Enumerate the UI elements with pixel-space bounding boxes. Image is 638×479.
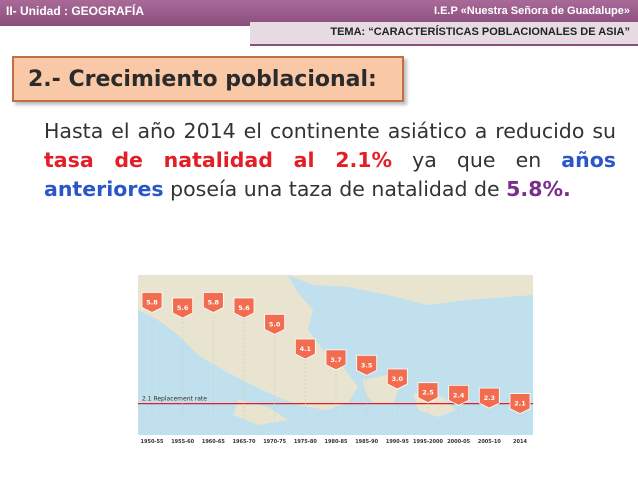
x-tick-label: 1965-70 [233, 439, 256, 445]
data-label: 5.0 [269, 320, 281, 328]
map-land-north [288, 275, 533, 305]
topic-label: TEMA: “CARACTERÍSTICAS POBLACIONALES DE … [330, 26, 630, 38]
data-point-marker [325, 349, 347, 371]
chart-markers: 5.8 5.6 5.8 5.6 5.0 4.1 3.7 3.5 3.0 2.5 2.4 2.3 2.1 [141, 292, 531, 420]
data-label: 5.8 [146, 298, 158, 306]
data-point: 3.7 [325, 349, 347, 420]
chart-x-ticks: 1950-55 1955-60 1960-65 1965-70 1970-75 1975-… [141, 439, 528, 445]
data-label: 5.6 [238, 304, 250, 312]
x-tick-label: 1955-60 [171, 439, 194, 445]
replacement-rate-label: 2.1 Replacement rate [142, 396, 207, 403]
data-point: 5.8 [202, 292, 224, 420]
x-tick-label: 1960-65 [202, 439, 225, 445]
data-point-marker [264, 313, 286, 335]
data-label: 3.0 [392, 375, 404, 383]
x-tick-label: 1990-95 [386, 439, 409, 445]
x-tick-label: 2005-10 [478, 439, 501, 445]
fertility-chart: 2.1 Replacement rate 5.8 5.6 5.8 5.6 5.0 4.1 3… [138, 275, 533, 445]
data-point-marker [386, 368, 408, 390]
data-label: 3.5 [361, 361, 373, 369]
x-tick-label: 2014 [513, 439, 527, 445]
data-point-marker [356, 354, 378, 376]
body-text-2: ya que en [392, 148, 562, 172]
data-point-marker [202, 292, 224, 313]
data-point: 5.6 [233, 297, 255, 420]
data-point-marker [233, 297, 255, 319]
body-text-3: poseía una taza de natalidad de [163, 177, 507, 201]
slide-title: 2.- Crecimiento poblacional: [28, 66, 377, 92]
data-point: 2.3 [478, 387, 500, 420]
data-point: 5.0 [264, 313, 286, 420]
highlight-old-rate: 5.8%. [506, 177, 571, 201]
data-point-marker [172, 297, 194, 319]
data-label: 3.7 [330, 356, 342, 364]
header-subband [250, 22, 638, 46]
data-point-marker [478, 387, 500, 409]
data-point-marker [141, 292, 163, 313]
x-tick-label: 1950-55 [141, 439, 164, 445]
data-label: 4.1 [300, 345, 312, 353]
x-tick-label: 1975-80 [294, 439, 317, 445]
data-point-marker [448, 385, 470, 406]
data-label: 2.5 [422, 389, 434, 397]
highlight-birth-rate: tasa de natalidad al 2.1% [44, 148, 393, 172]
body-text-1: Hasta el año 2014 el continente asiático… [44, 119, 616, 143]
slide-title-box: 2.- Crecimiento poblacional: [12, 56, 404, 102]
data-label: 5.6 [177, 304, 189, 312]
x-tick-label: 1995-2000 [413, 439, 443, 445]
data-point: 4.1 [294, 338, 316, 420]
x-tick-label: 1970-75 [263, 439, 286, 445]
unit-label: II- Unidad : GEOGRAFÍA [6, 4, 144, 18]
slide-header: II- Unidad : GEOGRAFÍA I.E.P «Nuestra Se… [0, 0, 638, 46]
x-tick-label: 1985-90 [355, 439, 378, 445]
data-point: 5.8 [141, 292, 163, 420]
body-paragraph: Hasta el año 2014 el continente asiático… [44, 117, 616, 204]
x-tick-label: 2000-05 [447, 439, 470, 445]
replacement-rate-group: 2.1 Replacement rate [138, 396, 533, 405]
map-land-island-3 [233, 400, 288, 425]
data-point: 2.5 [417, 382, 439, 420]
highlight-previous-years: años anteriores [44, 148, 617, 201]
data-point-marker [417, 382, 439, 404]
data-label: 5.8 [208, 298, 220, 306]
data-label: 2.3 [484, 394, 496, 402]
header-band [0, 0, 638, 26]
x-tick-label: 1980-85 [325, 439, 348, 445]
data-label: 2.1 [514, 400, 526, 408]
data-point: 3.0 [386, 368, 408, 420]
data-point: 2.4 [448, 385, 470, 420]
data-point-marker [509, 393, 531, 415]
data-point: 2.1 [509, 393, 531, 420]
data-point: 5.6 [172, 297, 194, 420]
data-point-marker [294, 338, 316, 360]
data-point: 3.5 [356, 354, 378, 420]
school-name: I.E.P «Nuestra Señora de Guadalupe» [433, 5, 630, 17]
data-label: 2.4 [453, 391, 465, 399]
